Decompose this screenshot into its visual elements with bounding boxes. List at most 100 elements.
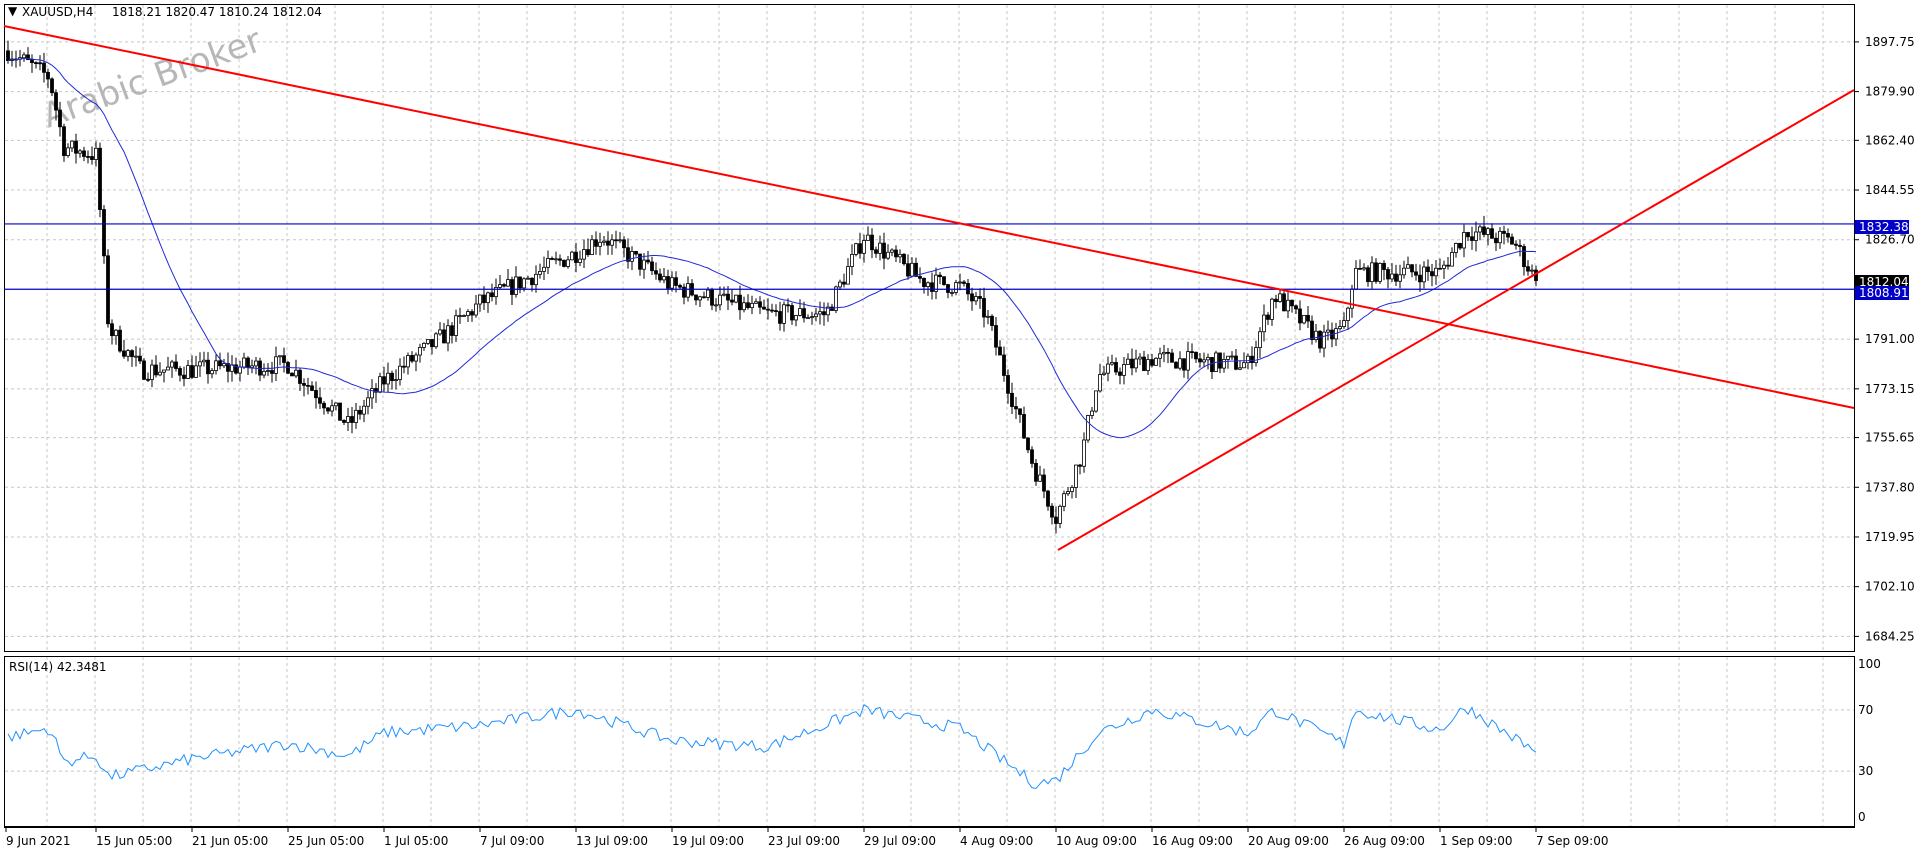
candle-body — [326, 407, 330, 412]
candle-body — [390, 372, 394, 381]
candle-body — [1094, 390, 1098, 412]
rsi-line[interactable] — [7, 703, 1537, 789]
candle-body — [30, 59, 34, 64]
candle-body — [814, 313, 818, 318]
candle-body — [1522, 246, 1526, 268]
time-tick-label: 26 Aug 09:00 — [1344, 834, 1425, 848]
candle-body — [510, 279, 514, 295]
candle-body — [1318, 330, 1322, 349]
candle-body — [146, 378, 150, 381]
candle-body — [122, 350, 126, 357]
candle-body — [674, 277, 678, 286]
candle-body — [578, 258, 582, 263]
price-axis[interactable]: 1897.75 1879.90 1862.40 1844.55 1826.70 1791.… — [1855, 35, 1914, 643]
candle-body — [486, 292, 490, 304]
candle-body — [418, 347, 422, 356]
candle-body — [546, 258, 550, 268]
candle-body — [278, 355, 282, 358]
candle-body — [530, 277, 534, 286]
candle-body — [1058, 505, 1062, 524]
candle-body — [1490, 228, 1494, 239]
candle-body — [450, 325, 454, 336]
candle-body — [1218, 352, 1222, 369]
candle-body — [1454, 243, 1458, 253]
candle-body — [322, 402, 326, 409]
candle-body — [682, 286, 686, 298]
candle-body — [718, 294, 722, 306]
price-tick-label: 1719.95 — [1865, 530, 1914, 544]
candle-body — [1170, 352, 1174, 363]
moving-average-line[interactable] — [7, 57, 1537, 439]
rsi-tick-label: 0 — [1858, 810, 1866, 824]
candle-body — [574, 251, 578, 263]
time-tick-label: 29 Jul 09:00 — [864, 834, 936, 848]
candle-body — [466, 311, 470, 316]
candle-body — [1278, 293, 1282, 302]
time-tick-label: 16 Aug 09:00 — [1152, 834, 1233, 848]
candle-body — [1254, 347, 1258, 363]
candle-body — [1270, 298, 1274, 320]
candle-body — [666, 276, 670, 289]
rsi-pane[interactable] — [4, 656, 1855, 827]
candle-body — [494, 287, 498, 298]
candle-body — [410, 355, 414, 362]
candle-body — [838, 281, 842, 288]
candle-body — [886, 251, 890, 259]
candle-body — [126, 350, 130, 357]
candle-body — [1150, 359, 1154, 366]
candle-body — [26, 54, 30, 60]
candle-body — [1430, 271, 1434, 277]
level-lower-box — [1855, 286, 1909, 300]
candle-body — [942, 276, 946, 285]
price-tick-label: 1791.00 — [1865, 332, 1914, 346]
candle-body — [1438, 267, 1442, 270]
candle-body — [598, 241, 602, 247]
candle-body — [1022, 414, 1026, 439]
candle-body — [402, 365, 406, 368]
candle-body — [650, 261, 654, 272]
candle-body — [982, 298, 986, 318]
candle-body — [1398, 274, 1402, 282]
price-tick-label: 1737.80 — [1865, 480, 1914, 494]
chart-menu-arrow[interactable]: ▼ — [8, 4, 18, 18]
ascending-trendline[interactable] — [1057, 89, 1855, 551]
candle-body — [6, 50, 10, 61]
rsi-axis[interactable]: 100 70 30 0 — [1858, 657, 1881, 824]
candle-body — [1274, 298, 1278, 302]
candle-body — [154, 364, 158, 376]
candle-body — [70, 140, 74, 149]
candle-body — [894, 249, 898, 258]
candle-body — [538, 271, 542, 275]
candle-body — [1506, 233, 1510, 238]
candle-body — [1014, 406, 1018, 410]
candle-body — [622, 239, 626, 249]
price-pane[interactable] — [4, 4, 1855, 652]
candle-body — [1186, 351, 1190, 371]
candle-body — [678, 285, 682, 288]
candle-body — [730, 299, 734, 303]
candle-body — [738, 294, 742, 311]
candle-body — [422, 342, 426, 348]
candle-body — [170, 361, 174, 368]
descending-trendline[interactable] — [3, 25, 1855, 409]
candle-body — [1142, 356, 1146, 371]
candle-body — [102, 209, 106, 257]
time-axis[interactable]: 9 Jun 2021 15 Jun 05:00 21 Jun 05:00 25 Jun… — [5, 827, 1608, 848]
time-tick-label: 7 Jul 09:00 — [480, 834, 544, 848]
candle-body — [82, 150, 86, 157]
candle-body — [1046, 490, 1050, 507]
candle-body — [1070, 487, 1074, 492]
candle-body — [658, 273, 662, 281]
candle-body — [302, 383, 306, 386]
candle-body — [734, 294, 738, 303]
candle-body — [1230, 355, 1234, 358]
candle-body — [694, 294, 698, 301]
candle-body — [722, 293, 726, 296]
candle-body — [1434, 267, 1438, 277]
candle-body — [974, 296, 978, 302]
candle-body — [1526, 266, 1530, 272]
candle-body — [142, 360, 146, 380]
candle-body — [954, 282, 958, 293]
candle-body — [1066, 491, 1070, 495]
